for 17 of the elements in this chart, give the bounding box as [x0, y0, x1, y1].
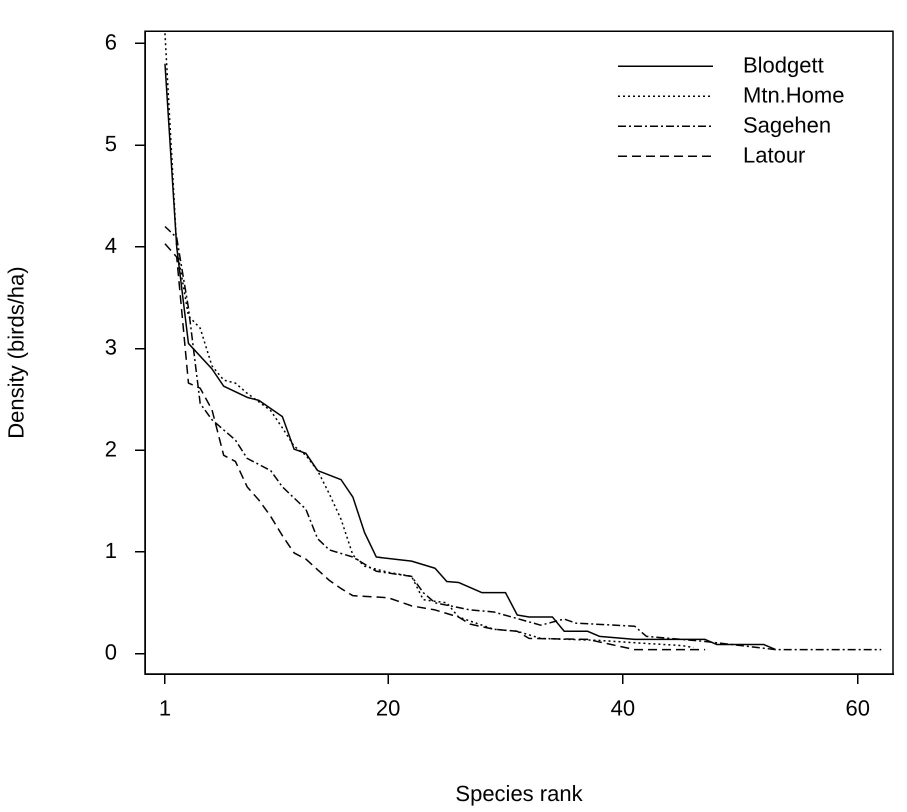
legend-label: Blodgett	[743, 52, 824, 78]
legend-label: Mtn.Home	[743, 82, 844, 108]
x-axis-title: Species rank	[455, 780, 584, 806]
y-tick-label: 1	[104, 538, 117, 564]
legend-label: Sagehen	[743, 112, 832, 138]
y-tick-label: 4	[104, 232, 117, 258]
y-tick-label: 2	[104, 436, 117, 462]
y-axis-title: Density (birds/ha)	[3, 266, 28, 439]
x-tick-label: 40	[610, 695, 636, 720]
y-tick-label: 0	[104, 640, 117, 665]
y-tick-label: 5	[104, 131, 117, 156]
x-tick-label: 1	[158, 695, 172, 720]
y-tick-label: 3	[104, 334, 117, 360]
y-tick-label: 6	[104, 29, 117, 54]
x-tick-label: 20	[376, 695, 400, 720]
legend-label: Latour	[743, 142, 806, 168]
x-tick-label: 60	[846, 695, 870, 720]
